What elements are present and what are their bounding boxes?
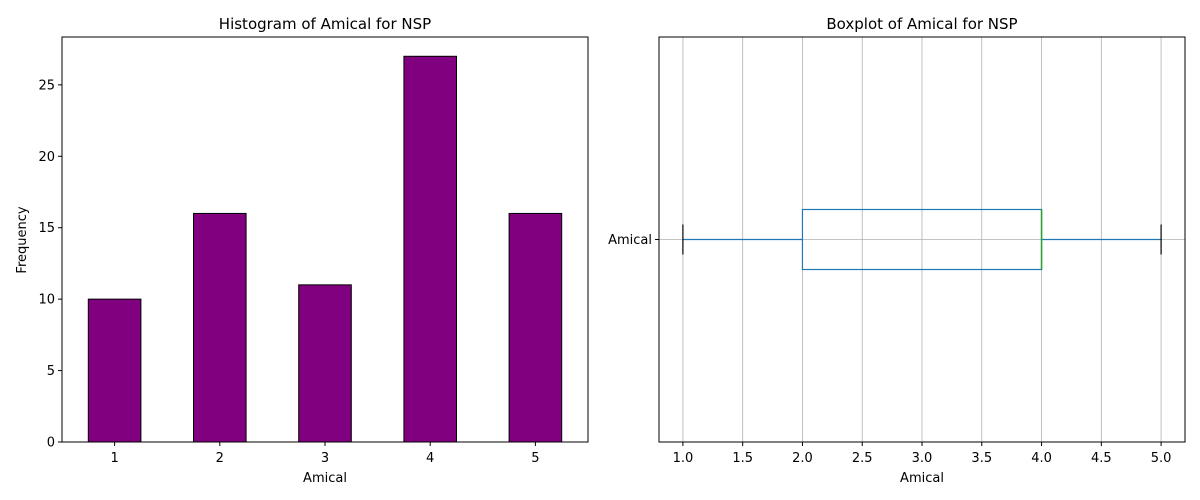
boxplot-chart: Boxplot of Amical for NSP 1.0 1.5 2.0 2.5 3.…: [608, 15, 1186, 486]
histogram-x-tick-label: 2: [216, 451, 224, 466]
histogram-x-tick-label: 4: [426, 451, 434, 466]
boxplot-shape: [682, 208, 1162, 271]
boxplot-y-ticks: Amical: [608, 233, 659, 248]
boxplot-x-tick-label: 3.5: [971, 451, 992, 466]
histogram-y-tick-label: 10: [38, 293, 55, 308]
boxplot-x-tick-label: 5.0: [1151, 451, 1172, 466]
histogram-title: Histogram of Amical for NSP: [219, 15, 431, 33]
histogram-y-tick-label: 20: [38, 150, 55, 165]
boxplot-x-tick-label: 2.5: [852, 451, 873, 466]
boxplot-x-tick-label: 2.0: [792, 451, 813, 466]
histogram-x-tick-label: 1: [110, 451, 118, 466]
histogram-bar: [87, 298, 142, 443]
histogram-x-ticks: 1 2 3 4 5: [110, 442, 540, 466]
histogram-x-tick-label: 3: [321, 451, 329, 466]
histogram-y-tick-label: 25: [38, 78, 55, 93]
histogram-bar: [508, 212, 563, 443]
boxplot-x-tick-label: 3.0: [912, 451, 933, 466]
boxplot-x-tick-label: 1.0: [673, 451, 694, 466]
histogram-y-ticks: 0 5 10 15 20 25: [38, 78, 62, 451]
histogram-y-tick-label: 5: [47, 364, 55, 379]
histogram-bars: [87, 55, 563, 443]
boxplot-y-tick-label: Amical: [608, 233, 652, 248]
histogram-frame: [61, 36, 589, 443]
histogram-bar: [193, 212, 247, 443]
boxplot-frame: [658, 36, 1186, 443]
boxplot-x-tick-label: 1.5: [732, 451, 753, 466]
histogram-x-tick-label: 5: [531, 451, 539, 466]
boxplot-x-tick-label: 4.5: [1091, 451, 1112, 466]
boxplot-x-ticks: 1.0 1.5 2.0 2.5 3.0 3.5 4.0 4.5 5.0: [673, 442, 1172, 466]
histogram-x-label: Amical: [303, 471, 347, 486]
boxplot-title: Boxplot of Amical for NSP: [826, 15, 1017, 33]
histogram-bar: [403, 55, 457, 443]
histogram-y-tick-label: 0: [47, 436, 55, 451]
histogram-y-tick-label: 15: [38, 221, 55, 236]
histogram-bar: [298, 284, 352, 443]
histogram-y-label: Frequency: [15, 206, 30, 273]
boxplot-x-label: Amical: [900, 471, 944, 486]
boxplot-x-tick-label: 4.0: [1031, 451, 1052, 466]
